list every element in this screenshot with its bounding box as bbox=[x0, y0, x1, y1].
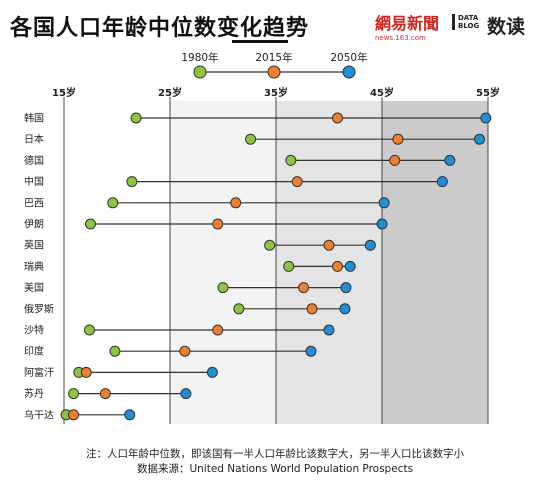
data-point bbox=[283, 260, 295, 272]
country-label: 日本 bbox=[24, 133, 44, 146]
x-tick-label: 25岁 bbox=[158, 86, 182, 99]
data-point bbox=[364, 239, 376, 251]
x-tick-label: 35岁 bbox=[264, 86, 288, 99]
chart-title: 各国人口年龄中位数变化趋势 bbox=[10, 16, 310, 41]
age-band-shade bbox=[382, 101, 488, 424]
datablog-line2: BLOG bbox=[458, 22, 480, 30]
data-point bbox=[68, 388, 80, 400]
data-point bbox=[344, 260, 356, 272]
data-point bbox=[389, 154, 401, 166]
data-point bbox=[180, 388, 192, 400]
legend-label: 2050年 bbox=[330, 51, 367, 64]
data-point bbox=[291, 176, 303, 188]
legend-label: 1980年 bbox=[181, 51, 218, 64]
data-point bbox=[68, 409, 80, 421]
data-point bbox=[306, 303, 318, 315]
brand-name: 網易新聞 bbox=[375, 14, 440, 33]
datablog-cn-label: 数读 bbox=[487, 16, 526, 38]
data-point bbox=[230, 197, 242, 209]
country-label: 伊朗 bbox=[24, 219, 44, 231]
country-label: 印度 bbox=[24, 345, 44, 358]
data-point bbox=[212, 324, 224, 336]
data-point bbox=[80, 366, 92, 378]
data-point bbox=[107, 197, 119, 209]
datablog-line1: DATA bbox=[458, 14, 479, 22]
data-point bbox=[285, 154, 297, 166]
country-label: 阿富汗 bbox=[24, 366, 54, 379]
legend-marker bbox=[267, 65, 281, 79]
data-point bbox=[206, 366, 218, 378]
data-point bbox=[298, 282, 310, 294]
data-point bbox=[323, 324, 335, 336]
title-underline bbox=[232, 40, 288, 43]
country-label: 乌干达 bbox=[24, 408, 54, 421]
legend-label: 2015年 bbox=[255, 51, 292, 64]
data-point bbox=[305, 345, 317, 357]
country-label: 韩国 bbox=[24, 112, 44, 125]
data-point bbox=[331, 112, 343, 124]
legend-marker bbox=[342, 65, 356, 79]
data-point bbox=[444, 154, 456, 166]
country-label: 瑞典 bbox=[24, 260, 44, 273]
data-point bbox=[436, 176, 448, 188]
x-tick-label: 45岁 bbox=[370, 86, 394, 99]
data-point bbox=[109, 345, 121, 357]
data-point bbox=[130, 112, 142, 124]
brand-url: news.163.com bbox=[375, 34, 426, 42]
country-label: 俄罗斯 bbox=[24, 302, 54, 315]
data-point bbox=[331, 260, 343, 272]
x-tick-label: 15岁 bbox=[52, 86, 76, 99]
data-point bbox=[179, 345, 191, 357]
data-point bbox=[83, 324, 95, 336]
chart-legend: 1980年 2015年 2050年 bbox=[181, 51, 368, 79]
data-point bbox=[233, 303, 245, 315]
age-band-shade bbox=[170, 101, 276, 424]
data-point bbox=[376, 218, 388, 230]
data-point bbox=[212, 218, 224, 230]
dot-plot-chart: 15岁 25岁 35岁 45岁 55岁韩国日本德国中国巴西伊朗英国瑞典美国俄罗斯沙特印度… bbox=[24, 86, 500, 424]
data-point bbox=[392, 133, 404, 145]
data-point bbox=[245, 133, 257, 145]
data-source: 数据来源：United Nations World Population Pro… bbox=[136, 463, 414, 475]
age-band-shade bbox=[276, 101, 382, 424]
datablog-logo: DATA BLOG bbox=[452, 14, 479, 30]
data-point bbox=[264, 239, 276, 251]
data-point bbox=[99, 388, 111, 400]
data-point bbox=[340, 282, 352, 294]
data-point bbox=[378, 197, 390, 209]
data-point bbox=[217, 282, 229, 294]
netease-news-logo: 網易新聞 news.163.com bbox=[375, 10, 445, 42]
data-point bbox=[323, 239, 335, 251]
country-label: 巴西 bbox=[24, 197, 44, 209]
data-point bbox=[124, 409, 136, 421]
data-point bbox=[85, 218, 96, 230]
data-point bbox=[339, 303, 351, 315]
x-tick-label: 55岁 bbox=[476, 86, 500, 99]
country-label: 沙特 bbox=[24, 325, 44, 337]
country-label: 英国 bbox=[24, 239, 44, 252]
legend-marker bbox=[193, 65, 207, 79]
country-label: 中国 bbox=[24, 175, 44, 188]
country-label: 美国 bbox=[24, 281, 44, 294]
footnote: 注：人口年龄中位数，即该国有一半人口年龄比该数字大，另一半人口比该数字小 bbox=[86, 448, 464, 460]
country-label: 德国 bbox=[24, 154, 44, 167]
data-point bbox=[126, 176, 138, 188]
country-label: 苏丹 bbox=[24, 387, 44, 400]
data-point bbox=[480, 112, 492, 124]
data-point bbox=[474, 133, 486, 145]
